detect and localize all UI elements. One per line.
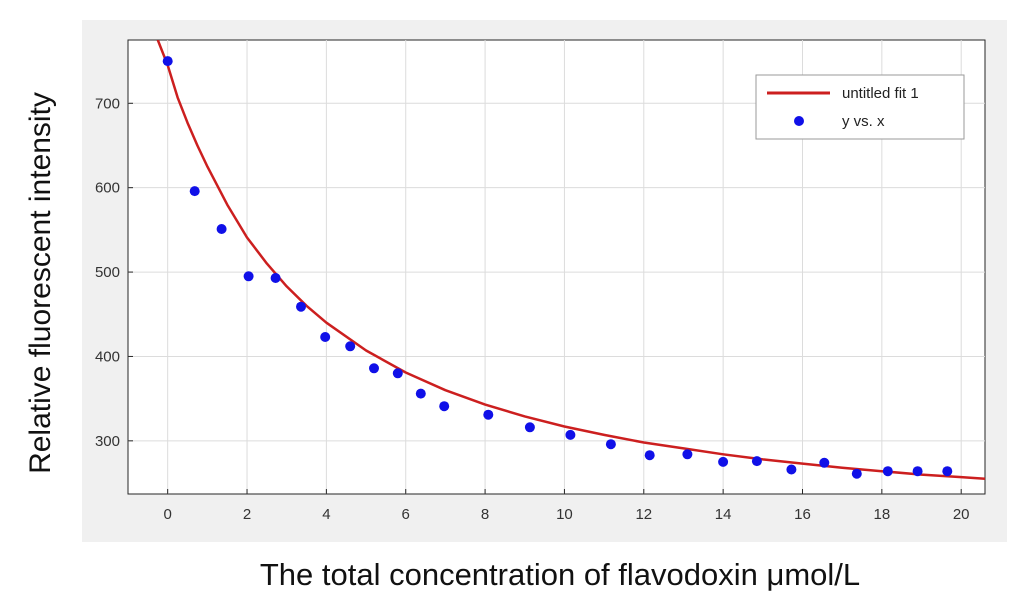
data-point — [483, 409, 494, 420]
legend-fit-label: untitled fit 1 — [842, 85, 919, 102]
axis-tick-labels: 0 2 4 6 8 10 12 14 16 18 20 300 400 500 600 700 — [95, 95, 970, 523]
data-point — [644, 450, 655, 461]
data-point — [605, 439, 616, 450]
scatter-points — [162, 56, 953, 479]
data-point — [189, 186, 200, 197]
data-point — [345, 341, 356, 352]
data-point — [682, 449, 693, 460]
fit-curve-layer — [156, 40, 985, 481]
data-point — [270, 273, 281, 283]
y-axis-title: Relative fluorescent intensity — [24, 92, 57, 474]
data-point — [320, 332, 331, 342]
data-point — [162, 56, 173, 67]
legend-points-swatch — [794, 116, 804, 126]
data-point — [786, 464, 797, 475]
x-tick-label: 10 — [556, 506, 573, 523]
data-point — [851, 468, 862, 479]
fit-curve — [156, 40, 985, 481]
x-tick-label: 2 — [243, 506, 251, 523]
x-tick-label: 6 — [402, 506, 410, 523]
data-point — [439, 401, 450, 412]
data-point — [882, 466, 893, 477]
data-point — [912, 466, 923, 477]
x-tick-label: 18 — [873, 506, 890, 523]
x-tick-label: 20 — [953, 506, 970, 523]
legend-points-label: y vs. x — [842, 113, 885, 130]
data-point — [819, 457, 830, 468]
y-tick-label: 500 — [95, 264, 120, 281]
data-point — [524, 422, 535, 433]
y-tick-label: 600 — [95, 180, 120, 197]
grid-lines — [128, 40, 985, 494]
x-tick-label: 12 — [635, 506, 652, 523]
data-point — [751, 456, 762, 467]
x-tick-label: 4 — [322, 506, 330, 523]
data-point — [718, 456, 729, 467]
x-tick-label: 14 — [715, 506, 732, 523]
data-point — [369, 363, 379, 374]
data-point — [565, 429, 576, 440]
x-tick-label: 16 — [794, 506, 811, 523]
y-tick-label: 300 — [95, 433, 120, 450]
x-tick-label: 8 — [481, 506, 489, 523]
x-axis-title: The total concentration of flavodoxin μm… — [260, 557, 860, 592]
legend-box — [755, 74, 965, 140]
x-tick-label: 0 — [164, 506, 172, 523]
data-point — [216, 224, 227, 234]
data-point — [942, 466, 953, 477]
y-tick-label: 700 — [95, 95, 120, 112]
data-point — [392, 368, 403, 379]
data-point — [296, 301, 306, 312]
data-point — [415, 388, 426, 399]
legend: untitled fit 1 y vs. x — [755, 74, 965, 140]
data-point — [243, 271, 254, 282]
y-tick-label: 400 — [95, 348, 120, 365]
